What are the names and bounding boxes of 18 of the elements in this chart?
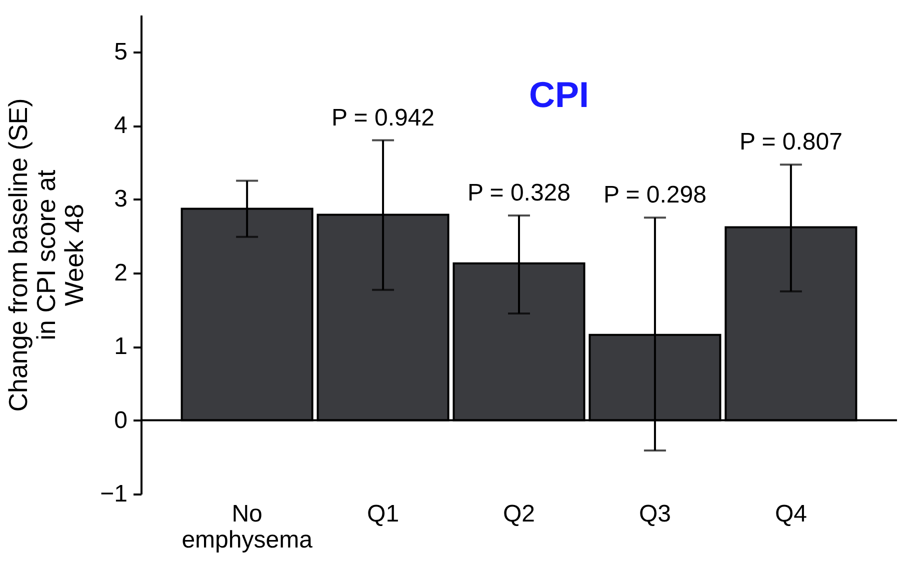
y-tick-label: 1 [114,333,128,360]
x-tick-label: Q1 [367,500,400,528]
x-tick-label: No emphysema [182,500,314,554]
y-tick-label: 4 [114,112,128,140]
y-tick-label: 2 [114,259,128,286]
annotation: P = 0.328 [468,179,570,206]
x-tick-label: Q4 [774,500,807,528]
text: CPI [528,74,590,115]
y-tick-label: 0 [114,406,128,434]
x-tick-label: Q3 [638,500,671,528]
annotation: P = 0.807 [739,128,842,156]
x-tick-label: Q2 [502,500,536,528]
y-axis-title: Change from baseline (SE) in CPI score at Week 48 [3,98,90,412]
y-tick-label: −1 [100,480,128,508]
annotation: P = 0.942 [332,104,435,132]
y-tick-label: 5 [114,38,128,66]
y-tick-label: 3 [114,186,128,213]
annotation: P = 0.298 [603,182,706,209]
